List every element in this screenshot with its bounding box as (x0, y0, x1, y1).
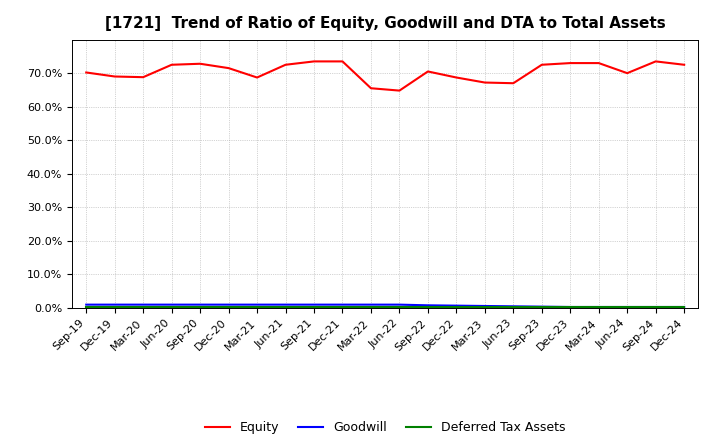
Equity (253, 75, 261, 80)
Deferred Tax Assets (196, 304, 204, 310)
Deferred Tax Assets (452, 304, 461, 310)
Goodwill (366, 302, 375, 307)
Equity (595, 60, 603, 66)
Equity (110, 74, 119, 79)
Equity (225, 66, 233, 71)
Deferred Tax Assets (595, 304, 603, 310)
Deferred Tax Assets (480, 304, 489, 310)
Goodwill (566, 304, 575, 310)
Deferred Tax Assets (537, 304, 546, 310)
Goodwill (652, 304, 660, 310)
Equity (395, 88, 404, 93)
Goodwill (537, 304, 546, 309)
Equity (652, 59, 660, 64)
Line: Equity: Equity (86, 62, 684, 91)
Deferred Tax Assets (366, 304, 375, 310)
Goodwill (395, 302, 404, 307)
Equity (196, 61, 204, 66)
Deferred Tax Assets (395, 304, 404, 310)
Goodwill (680, 304, 688, 310)
Equity (282, 62, 290, 67)
Equity (680, 62, 688, 67)
Goodwill (253, 302, 261, 307)
Deferred Tax Assets (509, 304, 518, 310)
Equity (423, 69, 432, 74)
Deferred Tax Assets (623, 304, 631, 310)
Deferred Tax Assets (167, 304, 176, 310)
Legend: Equity, Goodwill, Deferred Tax Assets: Equity, Goodwill, Deferred Tax Assets (200, 416, 570, 439)
Goodwill (110, 302, 119, 307)
Equity (623, 70, 631, 76)
Deferred Tax Assets (139, 304, 148, 310)
Goodwill (452, 303, 461, 308)
Goodwill (82, 302, 91, 307)
Deferred Tax Assets (82, 304, 91, 310)
Goodwill (282, 302, 290, 307)
Goodwill (595, 304, 603, 310)
Deferred Tax Assets (225, 304, 233, 310)
Deferred Tax Assets (566, 304, 575, 310)
Goodwill (480, 303, 489, 308)
Deferred Tax Assets (282, 304, 290, 310)
Goodwill (509, 304, 518, 309)
Equity (566, 60, 575, 66)
Goodwill (225, 302, 233, 307)
Goodwill (338, 302, 347, 307)
Deferred Tax Assets (338, 304, 347, 310)
Goodwill (623, 304, 631, 310)
Equity (480, 80, 489, 85)
Equity (509, 81, 518, 86)
Deferred Tax Assets (110, 304, 119, 310)
Equity (452, 75, 461, 80)
Deferred Tax Assets (680, 304, 688, 310)
Equity (82, 70, 91, 75)
Deferred Tax Assets (423, 304, 432, 310)
Goodwill (167, 302, 176, 307)
Title: [1721]  Trend of Ratio of Equity, Goodwill and DTA to Total Assets: [1721] Trend of Ratio of Equity, Goodwil… (105, 16, 665, 32)
Equity (366, 86, 375, 91)
Equity (167, 62, 176, 67)
Line: Goodwill: Goodwill (86, 304, 684, 307)
Deferred Tax Assets (253, 304, 261, 310)
Equity (537, 62, 546, 67)
Goodwill (423, 303, 432, 308)
Goodwill (139, 302, 148, 307)
Goodwill (196, 302, 204, 307)
Deferred Tax Assets (310, 304, 318, 310)
Goodwill (310, 302, 318, 307)
Equity (139, 74, 148, 80)
Equity (310, 59, 318, 64)
Deferred Tax Assets (652, 304, 660, 310)
Equity (338, 59, 347, 64)
